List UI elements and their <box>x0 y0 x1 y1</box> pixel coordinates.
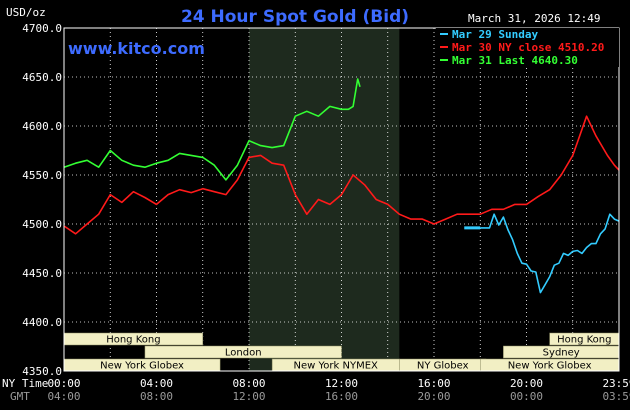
series-line-1 <box>63 115 620 235</box>
legend-label: Mar 30 NY close 4510.20 <box>452 41 604 54</box>
x-tick-label-gmt: 08:00 <box>140 390 173 403</box>
x-tick-label-gmt: 03:59 <box>602 390 630 403</box>
legend-box <box>436 28 619 67</box>
y-tick-label: 4600.0 <box>22 120 62 133</box>
x-tick-label-gmt: 04:00 <box>47 390 80 403</box>
x-tick-label-ny: 16:00 <box>417 377 450 390</box>
session-label: NY Globex <box>417 361 469 372</box>
y-axis-unit-label: USD/oz <box>6 6 46 19</box>
y-tick-label: 4500.0 <box>22 218 62 231</box>
x-tick-label-ny: 12:00 <box>325 377 358 390</box>
session-label: New York NYMEX <box>294 361 379 372</box>
y-tick-label: 4550.0 <box>22 169 62 182</box>
x-tick-label-gmt: 20:00 <box>417 390 450 403</box>
x-tick-label-ny: 08:00 <box>232 377 265 390</box>
x-tick-label-ny: 20:00 <box>510 377 543 390</box>
ny-time-label: NY Time <box>2 377 48 390</box>
y-axis-ticks: 4700.0 4650.0 4600.0 4550.0 4500.0 4450.0 4400… <box>22 22 62 378</box>
x-axis-ticks: 00:0004:0004:0008:0008:0012:0012:0016:00… <box>47 377 630 403</box>
x-tick-label-ny: 00:00 <box>47 377 80 390</box>
source-link[interactable]: www.kitco.com <box>68 39 205 58</box>
trading-session-bars: Hong Kong London New York Globex New York N… <box>63 332 620 372</box>
session-label: Hong Kong <box>557 335 611 346</box>
timestamp: March 31, 2026 12:49 <box>468 12 600 25</box>
x-tick-label-gmt: 16:00 <box>325 390 358 403</box>
y-tick-label: 4450.0 <box>22 267 62 280</box>
y-tick-label: 4700.0 <box>22 22 62 35</box>
x-tick-label-ny: 04:00 <box>140 377 173 390</box>
session-bar <box>144 345 342 359</box>
session-label: New York Globex <box>100 361 184 372</box>
plot-frame <box>63 27 620 372</box>
x-tick-label-ny: 23:59 <box>602 377 630 390</box>
gmt-label: GMT <box>10 390 30 403</box>
session-label: Sydney <box>543 348 580 359</box>
x-tick-label-gmt: 12:00 <box>232 390 265 403</box>
legend-label: Mar 29 Sunday <box>452 28 538 41</box>
series-line-2 <box>63 78 361 181</box>
session-label: London <box>225 348 262 359</box>
x-tick-label-gmt: 00:00 <box>510 390 543 403</box>
y-tick-label: 4350.0 <box>22 365 62 378</box>
legend-label: Mar 31 Last 4640.30 <box>452 54 578 67</box>
y-tick-label: 4650.0 <box>22 71 62 84</box>
series-lines <box>63 78 620 294</box>
y-tick-label: 4400.0 <box>22 316 62 329</box>
chart-title: 24 Hour Spot Gold (Bid) <box>181 7 409 27</box>
series-line-0 <box>480 213 620 294</box>
nymex-shaded-region <box>249 28 400 371</box>
session-label: Hong Kong <box>106 335 160 346</box>
session-label: New York Globex <box>508 361 592 372</box>
